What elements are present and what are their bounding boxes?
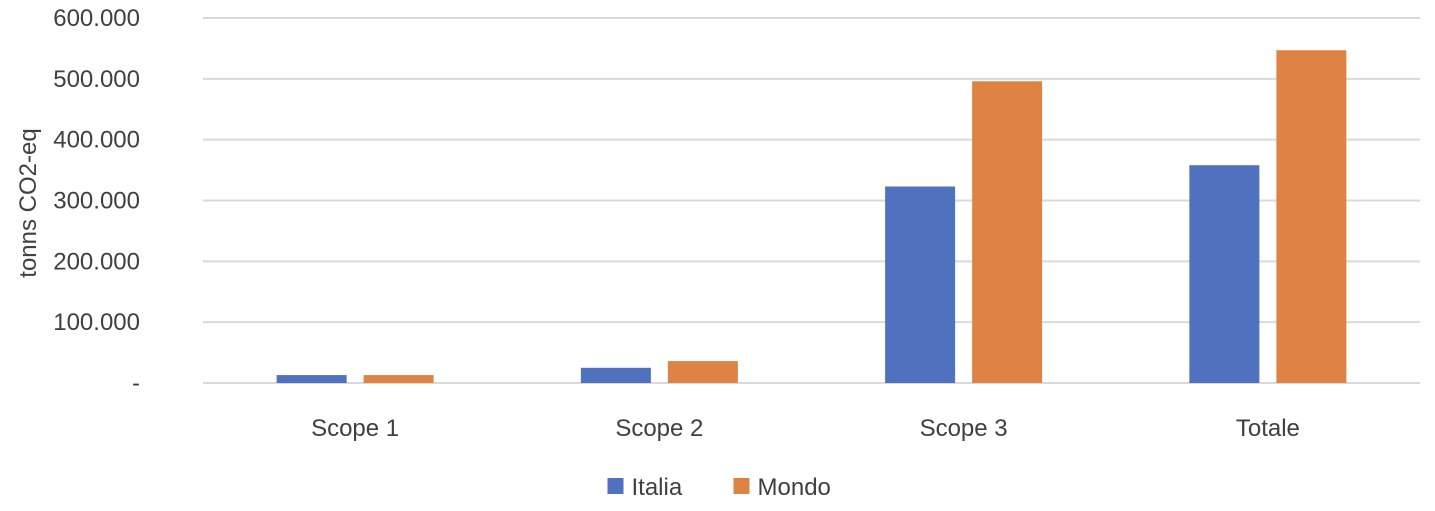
bar-italia-scope-2 xyxy=(580,367,651,383)
bar-mondo-scope-2 xyxy=(667,361,738,383)
x-tick-label: Scope 1 xyxy=(311,415,399,442)
y-tick-label: 500.000 xyxy=(53,66,140,93)
gridlines xyxy=(203,17,1420,384)
bar-italia-scope-3 xyxy=(885,186,956,383)
y-axis-ticks: - 100.000 200.000 300.000 400.000 500.000 600.… xyxy=(53,5,140,397)
y-tick-label: - xyxy=(132,370,140,397)
bar-mondo-scope-3 xyxy=(972,81,1043,384)
legend-label-italia: Italia xyxy=(632,474,683,501)
y-tick-label: 400.000 xyxy=(53,127,140,154)
y-tick-label: 600.000 xyxy=(53,5,140,32)
x-tick-label: Totale xyxy=(1236,415,1300,442)
y-tick-label: 200.000 xyxy=(53,248,140,275)
legend: Italia Mondo xyxy=(607,474,831,501)
y-tick-label: 100.000 xyxy=(53,309,140,336)
legend-swatch-mondo xyxy=(733,478,750,494)
x-tick-label: Scope 3 xyxy=(920,415,1008,442)
x-axis-labels: Scope 1 Scope 2 Scope 3 Totale xyxy=(311,415,1300,442)
bar-italia-scope-1 xyxy=(276,375,347,383)
y-tick-label: 300.000 xyxy=(53,188,140,215)
bars xyxy=(276,50,1347,384)
bar-mondo-scope-1 xyxy=(363,375,434,383)
bar-mondo-totale xyxy=(1276,50,1347,383)
bar-italia-totale xyxy=(1189,165,1260,383)
legend-label-mondo: Mondo xyxy=(758,474,831,501)
legend-swatch-italia xyxy=(607,478,624,494)
y-axis-title: tonns CO2-eq xyxy=(15,128,42,277)
x-tick-label: Scope 2 xyxy=(615,415,703,442)
